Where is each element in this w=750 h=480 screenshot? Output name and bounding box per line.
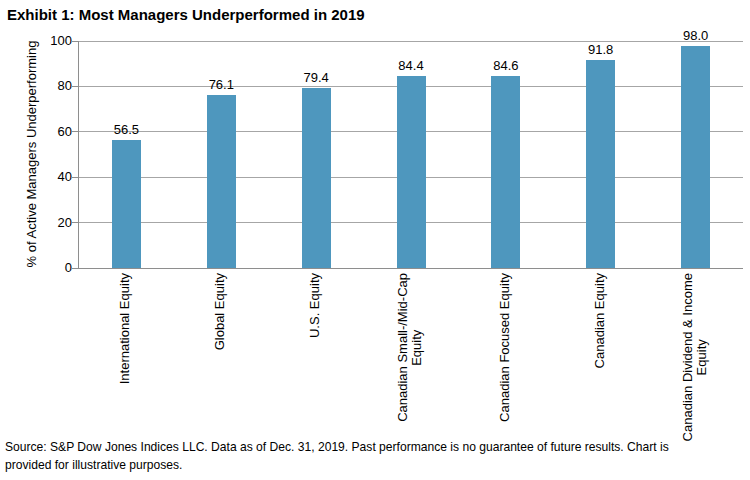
- bar: [397, 76, 426, 268]
- gridline-100: [79, 41, 743, 42]
- tick-20: [72, 222, 78, 223]
- x-axis-label: Canadian Small-/Mid-Cap Equity: [396, 273, 424, 422]
- tick-80: [72, 86, 78, 87]
- source-note: Source: S&P Dow Jones Indices LLC. Data …: [5, 438, 749, 473]
- bar: [491, 76, 520, 268]
- bar: [681, 46, 710, 269]
- bar-value-label: 98.0: [664, 29, 728, 43]
- bar-value-label: 84.6: [474, 59, 538, 73]
- bar-value-label: 84.4: [379, 59, 443, 73]
- ytick-label-60: 60: [30, 124, 72, 140]
- x-axis-label: U.S. Equity: [308, 273, 322, 338]
- bar: [302, 88, 331, 268]
- x-axis-labels: International Equity Global Equity U.S. Eq…: [78, 273, 742, 443]
- bar-value-label: 76.1: [189, 78, 253, 92]
- x-axis-label: Canadian Equity: [593, 273, 607, 368]
- tick-100: [72, 41, 78, 42]
- ytick-label-20: 20: [30, 215, 72, 231]
- tick-0: [72, 268, 78, 269]
- bar-value-label: 91.8: [569, 43, 633, 57]
- plot-area: 56.576.179.484.484.691.898.0: [78, 41, 743, 269]
- bar: [112, 140, 141, 268]
- x-axis-label: International Equity: [118, 273, 132, 384]
- ytick-label-80: 80: [30, 78, 72, 94]
- chart-page: Exhibit 1: Most Managers Underperformed …: [0, 0, 750, 480]
- tick-60: [72, 131, 78, 132]
- x-axis-label: Canadian Dividend & Income Equity: [681, 273, 709, 441]
- bar-value-label: 56.5: [94, 123, 158, 137]
- x-axis-label: Global Equity: [213, 273, 227, 350]
- y-axis-title: % of Active Managers Underperforming: [24, 41, 39, 268]
- tick-40: [72, 177, 78, 178]
- chart-title: Exhibit 1: Most Managers Underperformed …: [7, 6, 365, 23]
- ytick-label-40: 40: [30, 169, 72, 185]
- bar: [207, 95, 236, 268]
- ytick-label-0: 0: [30, 260, 72, 276]
- bar-value-label: 79.4: [284, 71, 348, 85]
- bar: [586, 60, 615, 268]
- ytick-label-100: 100: [30, 33, 72, 49]
- x-axis-label: Canadian Focused Equity: [498, 273, 512, 422]
